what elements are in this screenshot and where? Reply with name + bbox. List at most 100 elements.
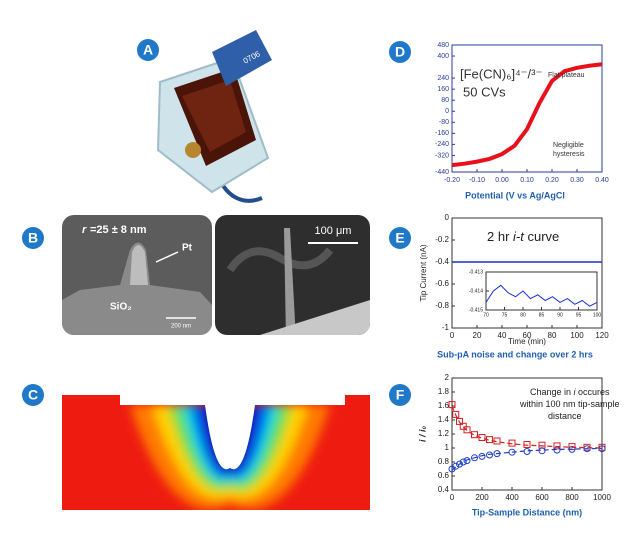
- panel-label: C: [28, 387, 38, 403]
- data-point: [553, 446, 561, 454]
- y-tick-label: 0.8: [438, 457, 450, 466]
- panel-badge: [22, 384, 44, 406]
- scale-label: 200 nm: [171, 324, 191, 330]
- x-tick-label: 40: [498, 331, 507, 340]
- y-tick-label: -240: [435, 141, 449, 148]
- device-photo: 0706: [156, 30, 272, 203]
- x-axis-title: Tip-Sample Distance (nm): [472, 507, 582, 517]
- y-tick-label: 240: [437, 75, 449, 82]
- y-tick-label: -0.6: [435, 279, 449, 288]
- y-tick-label: 0: [445, 108, 449, 115]
- caption: Sub-pA noise and change over 2 hrs: [437, 349, 593, 359]
- y-tick-label: -0.413: [469, 269, 483, 275]
- panel-label: D: [395, 44, 405, 60]
- annotation-part: distance: [548, 411, 582, 421]
- x-tick-label: 1000: [593, 493, 611, 502]
- x-tick-label: 100: [570, 331, 584, 340]
- x-tick-label: 20: [473, 331, 482, 340]
- annotation: 2 hr i-t curve: [487, 229, 559, 244]
- x-tick-label: 0.20: [545, 177, 559, 184]
- x-tick-label: -0.10: [469, 177, 485, 184]
- y-tick-label: -160: [435, 130, 449, 137]
- annotation-part: occures: [576, 387, 611, 397]
- annotation: Negligible: [553, 142, 584, 149]
- data-point: [459, 458, 467, 466]
- annotation: [Fe(CN)₆]⁴⁻/³⁻: [460, 66, 542, 81]
- y-tick-label: 480: [437, 42, 449, 49]
- data-point: [452, 462, 460, 470]
- x-tick-label: 200: [475, 493, 489, 502]
- x-tick-label: 0.30: [570, 177, 584, 184]
- x-tick-label: 800: [565, 493, 579, 502]
- data-point: [463, 457, 471, 465]
- x-tick-label: 85: [539, 312, 545, 318]
- annotation: hysteresis: [553, 151, 585, 158]
- x-tick-label: 75: [502, 312, 508, 318]
- x-tick-label: 120: [595, 331, 609, 340]
- y-tick-label: -0.4: [435, 257, 449, 266]
- x-tick-label: 0.40: [595, 177, 609, 184]
- y-tick-label: -1: [442, 323, 450, 332]
- panel-label: A: [143, 42, 153, 58]
- y-axis-title: Tip Current (nA): [419, 244, 428, 301]
- y-tick-label: 1.2: [438, 429, 450, 438]
- annotation-part: i: [574, 387, 577, 397]
- y-tick-label: 1.4: [438, 415, 450, 424]
- y-tick-label: -0.2: [435, 235, 449, 244]
- sem-image-wire: [215, 215, 370, 335]
- data-point: [598, 445, 606, 453]
- annotation: 50 CVs: [463, 84, 506, 99]
- data-point: [523, 448, 531, 455]
- panel-badge: [389, 384, 411, 406]
- data-point: [478, 452, 486, 460]
- x-tick-label: 400: [505, 493, 519, 502]
- annotation-part: curve: [524, 229, 559, 244]
- x-tick-label: 80: [548, 331, 557, 340]
- data-point: [448, 401, 456, 409]
- y-tick-label: -0.415: [469, 307, 483, 313]
- annotation: distance: [548, 411, 582, 421]
- radius-value: =25 ± 8 nm: [90, 224, 147, 236]
- data-line: [451, 447, 603, 471]
- data-point: [471, 454, 478, 462]
- annotation: Change in i occures: [530, 387, 610, 397]
- inset-background: [486, 272, 597, 310]
- panel-badge: [137, 39, 159, 61]
- y-tick-label: 0.6: [438, 471, 450, 480]
- simulation-map: [62, 395, 370, 510]
- panel-label: E: [395, 230, 404, 246]
- y-tick-label: -80: [439, 119, 449, 126]
- x-tick-label: 0.10: [520, 177, 534, 184]
- panel-label: B: [28, 230, 38, 246]
- data-line: [451, 62, 603, 168]
- x-tick-label: 600: [535, 493, 549, 502]
- data-point: [553, 442, 561, 450]
- x-tick-label: 0: [450, 493, 455, 502]
- data-point: [456, 460, 463, 468]
- x-tick-label: 90: [557, 312, 563, 318]
- data-point: [456, 417, 463, 425]
- annotation-part: 2 hr: [487, 229, 513, 244]
- y-tick-label: -0.8: [435, 301, 449, 310]
- x-tick-label: 80: [520, 312, 526, 318]
- y-tick-label: 80: [441, 97, 449, 104]
- y-tick-label: 1: [445, 443, 450, 452]
- x-axis-title: Potential (V vs Ag/AgCl: [465, 190, 565, 200]
- annotation-part: Change in: [530, 387, 574, 397]
- pt-label: Pt: [182, 243, 193, 254]
- panel-badge: [22, 227, 44, 249]
- x-tick-label: 100: [593, 312, 602, 318]
- arrow: [155, 251, 179, 263]
- panel-label: F: [396, 387, 405, 403]
- y-tick-label: -320: [435, 152, 449, 159]
- y-axis-title: i / i₀: [417, 426, 427, 443]
- data-point: [471, 431, 478, 439]
- annotation: Flat plateau: [548, 72, 585, 79]
- data-point: [452, 410, 460, 418]
- panel-badge: [389, 41, 411, 63]
- annotation-part: within 100 nm tip-sample: [519, 399, 620, 409]
- data-line: [485, 284, 598, 307]
- data-point: [486, 451, 493, 459]
- y-tick-label: 1.8: [438, 387, 450, 396]
